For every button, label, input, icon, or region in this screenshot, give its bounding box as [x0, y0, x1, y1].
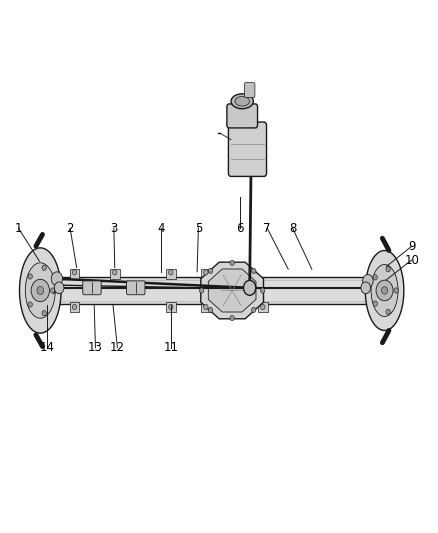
Polygon shape	[59, 277, 379, 304]
Circle shape	[42, 311, 46, 316]
Text: 2: 2	[66, 222, 74, 235]
Circle shape	[261, 304, 265, 310]
Circle shape	[72, 304, 77, 310]
Text: 8: 8	[289, 222, 296, 235]
FancyBboxPatch shape	[258, 302, 268, 312]
Circle shape	[251, 308, 256, 313]
Circle shape	[37, 286, 44, 295]
FancyBboxPatch shape	[70, 269, 79, 279]
Circle shape	[251, 268, 256, 273]
Polygon shape	[201, 262, 264, 319]
FancyBboxPatch shape	[127, 281, 145, 295]
Circle shape	[28, 302, 32, 307]
FancyBboxPatch shape	[201, 269, 211, 279]
FancyBboxPatch shape	[244, 83, 255, 98]
Text: 3: 3	[110, 222, 117, 235]
Circle shape	[113, 270, 117, 275]
Circle shape	[42, 265, 46, 270]
Text: 6: 6	[236, 222, 244, 235]
Text: 7: 7	[263, 222, 271, 235]
Circle shape	[169, 270, 173, 275]
Ellipse shape	[235, 96, 250, 106]
Circle shape	[50, 288, 55, 293]
Text: 13: 13	[88, 341, 103, 354]
FancyBboxPatch shape	[70, 302, 79, 312]
Circle shape	[373, 274, 378, 280]
Circle shape	[204, 270, 208, 275]
Circle shape	[381, 287, 388, 294]
Circle shape	[204, 304, 208, 310]
Text: 12: 12	[110, 341, 125, 354]
Circle shape	[31, 279, 49, 302]
FancyBboxPatch shape	[229, 122, 266, 176]
Circle shape	[261, 288, 265, 293]
FancyBboxPatch shape	[83, 281, 101, 295]
Circle shape	[386, 266, 390, 272]
FancyBboxPatch shape	[227, 104, 258, 128]
Text: 9: 9	[408, 240, 416, 253]
Circle shape	[169, 304, 173, 310]
Circle shape	[230, 316, 234, 321]
Text: 1: 1	[14, 222, 22, 235]
Ellipse shape	[371, 264, 398, 317]
Circle shape	[208, 308, 213, 313]
Circle shape	[208, 268, 213, 273]
Polygon shape	[365, 251, 404, 330]
FancyBboxPatch shape	[166, 269, 176, 279]
Text: 14: 14	[40, 341, 55, 354]
Text: 4: 4	[157, 222, 165, 235]
Circle shape	[244, 280, 256, 295]
Text: 5: 5	[195, 222, 202, 235]
Circle shape	[363, 274, 373, 287]
Text: 10: 10	[404, 254, 419, 266]
Circle shape	[54, 282, 64, 294]
Circle shape	[72, 270, 77, 275]
Circle shape	[28, 274, 32, 279]
FancyBboxPatch shape	[110, 269, 120, 279]
Circle shape	[386, 309, 390, 314]
Polygon shape	[20, 248, 61, 333]
Text: 11: 11	[163, 341, 178, 354]
Polygon shape	[208, 269, 256, 312]
FancyBboxPatch shape	[201, 302, 211, 312]
FancyBboxPatch shape	[166, 302, 176, 312]
Circle shape	[361, 282, 371, 294]
Ellipse shape	[231, 94, 253, 109]
Circle shape	[51, 272, 63, 286]
Ellipse shape	[25, 263, 55, 318]
Circle shape	[199, 288, 204, 293]
Circle shape	[394, 288, 398, 293]
Circle shape	[373, 301, 378, 306]
Circle shape	[230, 260, 234, 265]
Circle shape	[376, 280, 393, 301]
